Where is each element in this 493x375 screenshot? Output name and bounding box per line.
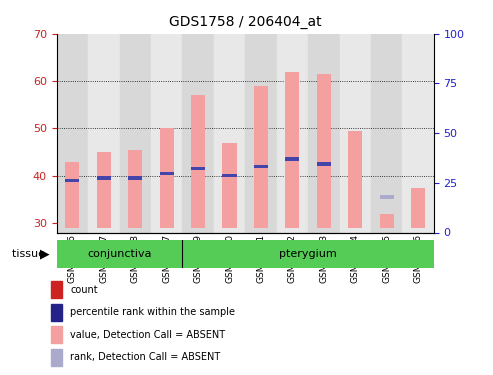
Text: count: count xyxy=(70,285,98,295)
Bar xyxy=(88,34,119,232)
Bar xyxy=(66,179,79,182)
Text: rank, Detection Call = ABSENT: rank, Detection Call = ABSENT xyxy=(70,352,220,362)
Text: tissue: tissue xyxy=(12,249,49,259)
Bar xyxy=(285,72,299,228)
Bar xyxy=(182,240,434,268)
Bar xyxy=(285,158,299,161)
Bar xyxy=(97,152,111,228)
Bar xyxy=(51,349,62,366)
Bar xyxy=(411,188,425,228)
Bar xyxy=(57,34,88,232)
Bar xyxy=(245,34,277,232)
Bar xyxy=(51,326,62,343)
Text: value, Detection Call = ABSENT: value, Detection Call = ABSENT xyxy=(70,330,225,340)
Bar xyxy=(160,128,174,228)
Title: GDS1758 / 206404_at: GDS1758 / 206404_at xyxy=(169,15,321,28)
Bar xyxy=(317,74,331,228)
Bar xyxy=(151,34,182,232)
Bar xyxy=(128,176,142,180)
Bar xyxy=(222,142,237,228)
Bar xyxy=(119,34,151,232)
Bar xyxy=(214,34,246,232)
Bar xyxy=(308,34,340,232)
Bar xyxy=(57,240,182,268)
Text: percentile rank within the sample: percentile rank within the sample xyxy=(70,307,235,317)
Bar xyxy=(51,304,62,321)
Bar xyxy=(371,34,402,232)
Bar xyxy=(348,131,362,228)
Bar xyxy=(254,86,268,228)
Bar xyxy=(317,162,331,165)
Bar xyxy=(402,34,434,232)
Text: pterygium: pterygium xyxy=(279,249,337,259)
Bar xyxy=(254,165,268,168)
Text: ▶: ▶ xyxy=(39,248,49,261)
Bar xyxy=(191,167,205,170)
Bar xyxy=(380,195,394,199)
Bar xyxy=(277,34,308,232)
Bar xyxy=(191,95,205,228)
Bar xyxy=(97,176,111,180)
Bar xyxy=(182,34,214,232)
Bar xyxy=(66,162,79,228)
Bar xyxy=(222,174,237,177)
Bar xyxy=(51,281,62,298)
Bar xyxy=(380,214,394,228)
Bar xyxy=(128,150,142,228)
Bar xyxy=(340,34,371,232)
Text: conjunctiva: conjunctiva xyxy=(87,249,152,259)
Bar xyxy=(160,172,174,175)
